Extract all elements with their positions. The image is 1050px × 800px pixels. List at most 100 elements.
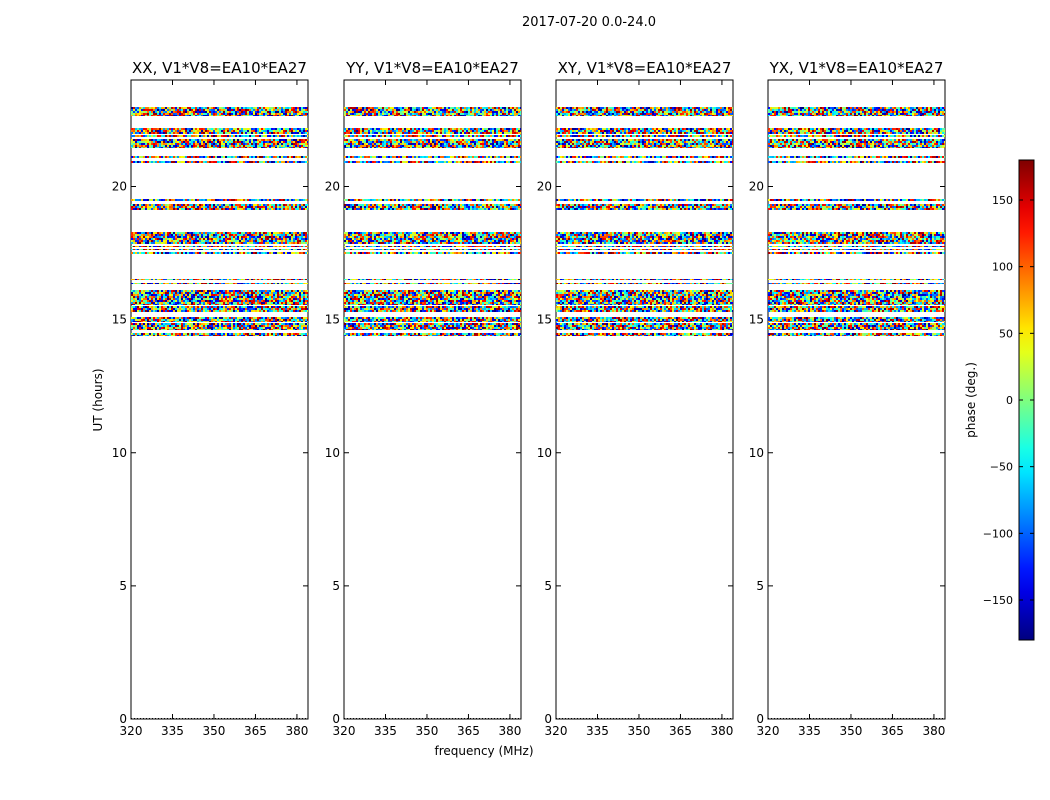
phase-band [131,204,308,210]
x-tick-label: 380 [922,724,945,738]
phase-band [131,333,308,336]
phase-band [556,306,733,312]
phase-band [768,128,945,134]
phase-band [131,135,308,137]
phase-band [131,306,308,312]
phase-band [344,161,521,163]
phase-band [344,199,521,201]
y-tick-label: 5 [119,579,127,593]
y-tick-label: 15 [537,313,552,327]
phase-band [344,249,521,250]
phase-band [344,283,521,284]
y-axis-label: UT (hours) [91,368,105,431]
phase-band [344,232,521,244]
phase-band [556,283,733,284]
y-tick-label: 5 [756,579,764,593]
phase-band [768,204,945,210]
y-tick-label: 0 [544,712,552,726]
colorbar-tick-label: −50 [990,461,1013,474]
phase-band [556,246,733,247]
y-tick-label: 20 [749,180,764,194]
y-tick-label: 15 [112,313,127,327]
phase-band [131,323,308,330]
phase-band [344,317,521,322]
phase-band [768,252,945,254]
phase-band [556,199,733,201]
phase-band [131,718,308,719]
phase-band [768,333,945,336]
phase-band [131,139,308,148]
phase-band [131,249,308,250]
colorbar-label: phase (deg.) [964,362,978,438]
colorbar-tick-label: 0 [1006,394,1013,407]
colorbar-tick-label: 100 [992,261,1013,274]
y-tick-label: 5 [332,579,340,593]
x-tick-label: 350 [203,724,226,738]
phase-band [768,249,945,250]
phase-band [344,333,521,336]
x-tick-label: 335 [798,724,821,738]
phase-band [344,156,521,158]
x-tick-label: 365 [669,724,692,738]
phase-band [768,718,945,719]
y-tick-label: 0 [332,712,340,726]
panel-title: YX, V1*V8=EA10*EA27 [769,59,944,77]
phase-band [556,290,733,305]
phase-band [131,246,308,247]
y-tick-label: 15 [325,313,340,327]
x-tick-label: 320 [545,724,568,738]
phase-band [556,718,733,719]
phase-band [556,128,733,134]
x-tick-label: 350 [840,724,863,738]
phase-band [768,246,945,247]
phase-band [768,283,945,284]
phase-band [768,232,945,244]
phase-band [556,156,733,158]
phase-band [556,333,733,336]
panel-title: YY, V1*V8=EA10*EA27 [345,59,519,77]
phase-band [768,279,945,280]
phase-band [768,107,945,116]
phase-band [131,290,308,305]
x-tick-label: 350 [628,724,651,738]
x-tick-label: 380 [498,724,521,738]
phase-band [344,107,521,116]
x-tick-label: 320 [333,724,356,738]
x-axis-label: frequency (MHz) [434,744,533,758]
x-tick-label: 335 [161,724,184,738]
phase-band [131,199,308,201]
phase-band [131,232,308,244]
phase-band [556,317,733,322]
phase-band [556,232,733,244]
panel-title: XY, V1*V8=EA10*EA27 [558,59,732,77]
phase-band [131,161,308,163]
phase-band [131,156,308,158]
phase-band [556,139,733,148]
phase-band [344,279,521,280]
phase-band [131,107,308,116]
x-tick-label: 320 [120,724,143,738]
phase-band [556,107,733,116]
y-tick-label: 10 [749,446,764,460]
phase-band [556,135,733,137]
y-tick-label: 15 [749,313,764,327]
y-tick-label: 0 [119,712,127,726]
colorbar-tick-label: −100 [983,527,1013,540]
phase-band [556,252,733,254]
y-tick-label: 0 [756,712,764,726]
panel-frame [343,79,522,720]
phase-band [768,161,945,163]
y-tick-label: 10 [325,446,340,460]
y-tick-label: 10 [112,446,127,460]
phase-band [344,306,521,312]
y-tick-label: 20 [112,180,127,194]
phase-band [768,323,945,330]
phase-band [768,139,945,148]
colorbar-tick-label: 50 [999,327,1013,340]
colorbar-tick-label: 150 [992,194,1013,207]
y-tick-label: 20 [325,180,340,194]
y-tick-label: 5 [544,579,552,593]
x-tick-label: 350 [416,724,439,738]
phase-band [344,718,521,719]
